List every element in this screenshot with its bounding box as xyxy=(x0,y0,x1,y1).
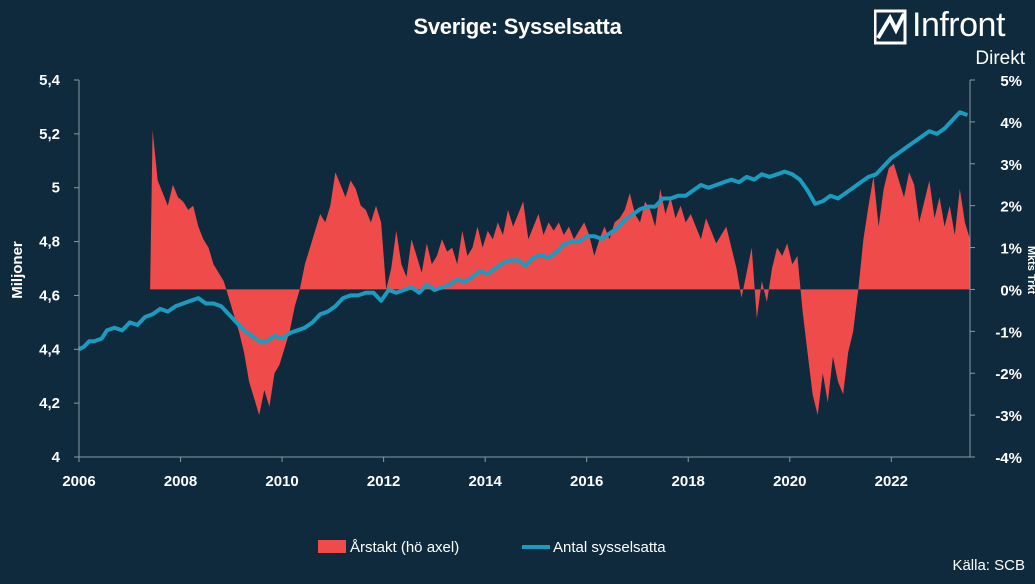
employment-line-layer xyxy=(78,110,969,352)
right-tick-label: 3% xyxy=(1000,157,1022,174)
right-tick-label: 1% xyxy=(1000,241,1022,258)
left-tick-label: 4,8 xyxy=(39,234,60,251)
left-tick-label: 4,4 xyxy=(39,341,61,358)
x-tick-label: 2008 xyxy=(164,473,197,490)
right-tick-label: 0% xyxy=(1000,282,1022,299)
infront-logo: Infront Direkt xyxy=(874,6,1029,70)
left-tick-label: 4,6 xyxy=(39,287,60,304)
legend: Årstakt (hö axel) Antal sysselsatta xyxy=(318,539,666,556)
x-tick-label: 2012 xyxy=(367,473,400,490)
right-tick-label: -1% xyxy=(995,324,1022,341)
left-tick-label: 5,2 xyxy=(39,126,60,143)
annual-rate-area-layer xyxy=(150,130,971,416)
left-tick-label: 5,4 xyxy=(39,72,61,89)
x-tick-label: 2010 xyxy=(265,473,298,490)
left-tick-label: 4,2 xyxy=(39,395,60,412)
legend-line-label: Antal sysselsatta xyxy=(553,539,666,556)
employment-line xyxy=(78,110,969,352)
x-tick-label: 2020 xyxy=(773,473,806,490)
source-label: Källa: SCB xyxy=(952,557,1025,574)
right-tick-label: -3% xyxy=(995,408,1022,425)
right-tick-label: -2% xyxy=(995,366,1022,383)
x-tick-labels: 2006 2008 2010 2012 2014 2016 2018 2020 2022 xyxy=(62,457,908,490)
infront-logo-icon xyxy=(874,9,907,45)
logo-subtext: Direkt xyxy=(975,48,1025,69)
x-tick-label: 2014 xyxy=(468,473,502,490)
right-axis-title: Mkts Trkt xyxy=(1025,246,1035,295)
right-tick-label: 5% xyxy=(1000,73,1022,90)
logo-text: Infront xyxy=(912,6,1005,44)
left-axis-title: Miljoner xyxy=(9,241,26,299)
right-tick-label: 4% xyxy=(1000,115,1022,132)
right-tick-label: -4% xyxy=(995,450,1022,467)
x-tick-label: 2006 xyxy=(62,473,95,490)
left-tick-label: 4 xyxy=(52,449,61,466)
left-tick-labels: 4 4,2 4,4 4,6 4,8 5 5,2 5,4 xyxy=(39,72,79,466)
chart-title: Sverige: Sysselsatta xyxy=(413,14,622,39)
legend-area-swatch xyxy=(318,540,346,553)
x-tick-label: 2016 xyxy=(570,473,603,490)
right-tick-label: 2% xyxy=(1000,199,1022,216)
annual-rate-area xyxy=(150,130,971,416)
x-tick-label: 2018 xyxy=(672,473,705,490)
left-tick-label: 5 xyxy=(52,180,60,197)
x-tick-label: 2022 xyxy=(875,473,908,490)
right-tick-labels: -4% -3% -2% -1% 0% 1% 2% 3% 4% 5% xyxy=(970,73,1022,467)
legend-area-label: Årstakt (hö axel) xyxy=(350,539,459,556)
